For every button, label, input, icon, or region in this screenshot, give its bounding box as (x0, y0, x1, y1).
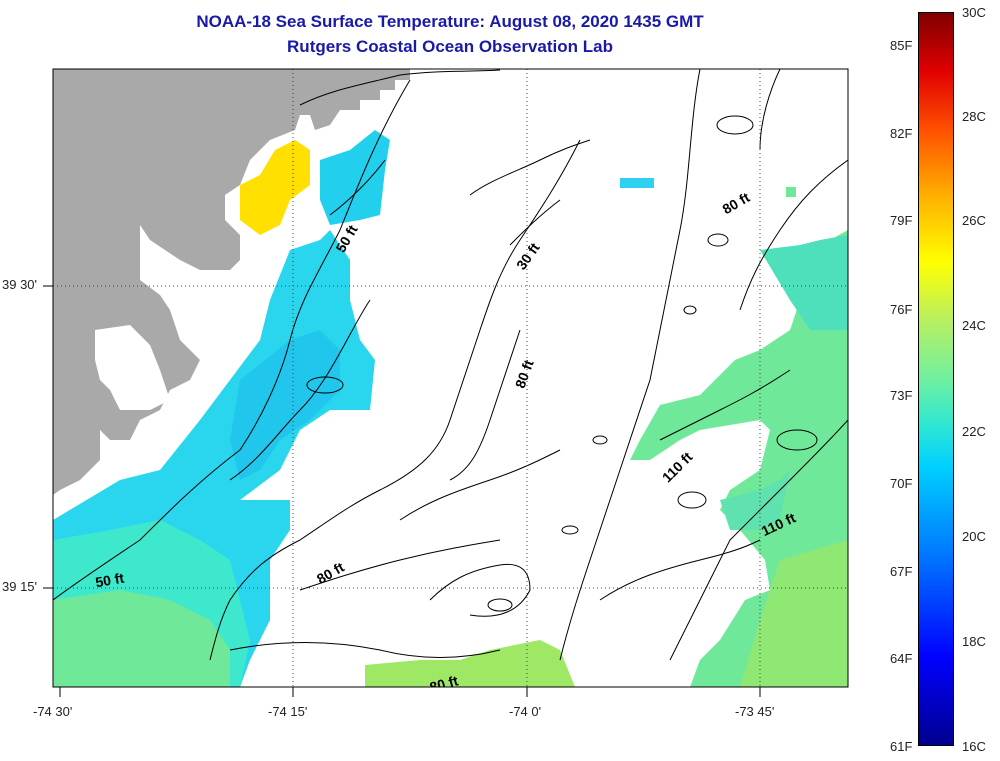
x-tick-label: -74 0' (509, 704, 542, 719)
colorbar-c-label: 26C (962, 213, 986, 228)
map-frame (52, 68, 849, 688)
colorbar-f-label: 61F (890, 739, 913, 754)
y-tick-label: 39 15' (2, 579, 38, 594)
map-title: NOAA-18 Sea Surface Temperature: August … (196, 12, 704, 31)
colorbar-c-label: 20C (962, 529, 986, 544)
x-tick-label: -73 45' (735, 704, 775, 719)
grid-lines (53, 69, 848, 687)
colorbar-f-label: 67F (890, 564, 913, 579)
colorbar-f-label: 85F (890, 38, 913, 53)
sst-pixels (53, 130, 848, 687)
colorbar-c-label: 28C (962, 109, 986, 124)
land-mask (53, 69, 410, 495)
colorbar-c-label: 18C (962, 634, 986, 649)
colorbar-c-label: 24C (962, 318, 986, 333)
contour-label: 50 ft (94, 570, 125, 591)
colorbar-c-label: 16C (962, 739, 986, 754)
y-tick-label: 39 30' (2, 277, 38, 292)
colorbar-f-label: 79F (890, 213, 913, 228)
colorbar-c-label: 30C (962, 5, 986, 20)
bathymetry-contours (53, 69, 848, 661)
axis-ticks (43, 285, 761, 697)
colorbar-f-label: 64F (890, 651, 913, 666)
colorbar-f-label: 82F (890, 126, 913, 141)
x-tick-label: -74 30' (33, 704, 73, 719)
colorbar-f-label: 76F (890, 302, 913, 317)
temperature-colorbar (918, 12, 954, 746)
colorbar-f-label: 70F (890, 476, 913, 491)
x-tick-label: -74 15' (268, 704, 308, 719)
colorbar-f-label: 73F (890, 388, 913, 403)
map-subtitle: Rutgers Coastal Ocean Observation Lab (287, 37, 613, 56)
colorbar-c-label: 22C (962, 424, 986, 439)
